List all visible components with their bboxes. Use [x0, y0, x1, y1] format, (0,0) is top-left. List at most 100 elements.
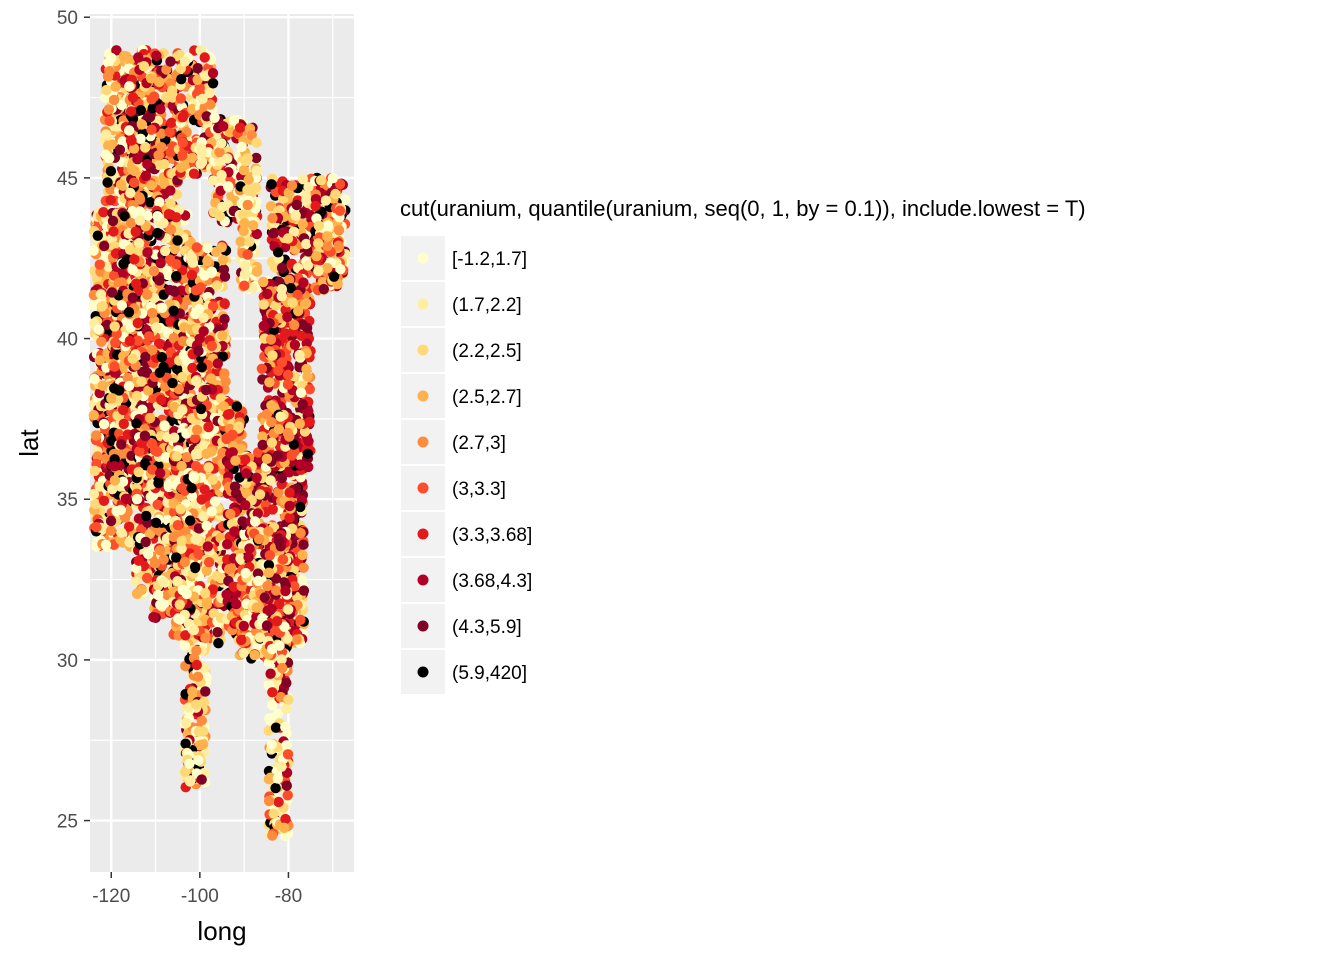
- data-point: [127, 353, 138, 364]
- data-point: [184, 758, 195, 769]
- data-point: [123, 380, 135, 392]
- data-point: [208, 175, 219, 186]
- data-point: [98, 418, 110, 430]
- data-point: [164, 126, 175, 138]
- data-point: [201, 111, 212, 122]
- data-point: [216, 242, 227, 253]
- data-point: [216, 170, 227, 181]
- data-point: [109, 321, 120, 332]
- data-point: [96, 336, 107, 347]
- data-point: [177, 112, 188, 123]
- data-point: [295, 501, 306, 513]
- data-point: [161, 64, 172, 75]
- data-point: [203, 557, 215, 568]
- data-point: [196, 156, 208, 168]
- data-point: [244, 236, 255, 247]
- data-point: [118, 418, 129, 430]
- data-point: [186, 483, 197, 494]
- data-point: [235, 122, 246, 133]
- data-point: [92, 230, 104, 241]
- data-point: [124, 335, 136, 347]
- data-point: [218, 121, 229, 132]
- data-point: [242, 199, 253, 211]
- data-point: [191, 242, 202, 253]
- data-point: [193, 755, 204, 766]
- data-point: [89, 465, 101, 477]
- data-point: [185, 515, 196, 526]
- data-point: [159, 420, 170, 432]
- data-point: [164, 284, 175, 296]
- data-point: [196, 774, 207, 785]
- data-point: [155, 468, 166, 479]
- data-point: [340, 194, 351, 205]
- data-point: [148, 612, 159, 623]
- data-point: [124, 125, 135, 136]
- data-point: [176, 460, 187, 472]
- data-point: [301, 194, 312, 206]
- data-point: [288, 226, 300, 237]
- data-point: [159, 178, 170, 189]
- data-point: [297, 174, 309, 185]
- data-point: [158, 576, 169, 588]
- data-point: [192, 62, 203, 74]
- data-point: [135, 105, 146, 116]
- data-point: [165, 56, 176, 67]
- data-point: [205, 373, 217, 384]
- data-point: [217, 254, 229, 266]
- data-point: [145, 73, 157, 84]
- data-point: [175, 162, 187, 173]
- data-point: [189, 561, 201, 573]
- data-point: [127, 292, 138, 303]
- data-point: [136, 376, 147, 387]
- data-point: [153, 159, 165, 171]
- data-point: [181, 452, 192, 463]
- data-point: [177, 137, 188, 148]
- data-point: [215, 185, 226, 196]
- data-point: [106, 393, 117, 404]
- data-point: [100, 129, 112, 140]
- data-point: [266, 179, 277, 190]
- data-point: [236, 141, 247, 152]
- data-point: [302, 260, 314, 271]
- data-point: [217, 330, 228, 341]
- data-point: [192, 671, 204, 682]
- data-point: [196, 362, 207, 373]
- data-point: [224, 127, 236, 138]
- data-point: [188, 168, 200, 179]
- data-point: [135, 133, 146, 144]
- data-point: [125, 106, 137, 117]
- data-point: [201, 520, 212, 531]
- data-point: [202, 242, 213, 254]
- data-point: [173, 613, 184, 624]
- data-point: [169, 432, 180, 443]
- data-point: [190, 285, 202, 296]
- data-point: [98, 207, 109, 218]
- data-point: [199, 484, 210, 495]
- data-point: [109, 461, 120, 472]
- data-point: [196, 143, 207, 154]
- data-point: [192, 74, 203, 86]
- data-point: [177, 371, 188, 383]
- data-point: [134, 215, 146, 226]
- data-point: [138, 60, 150, 72]
- data-point: [131, 588, 143, 599]
- data-point: [179, 56, 191, 67]
- data-point: [108, 226, 119, 237]
- data-point: [94, 259, 106, 270]
- data-point: [251, 137, 262, 148]
- data-point: [91, 522, 102, 533]
- data-point: [97, 380, 109, 391]
- data-point: [228, 115, 240, 126]
- data-point: [142, 289, 153, 300]
- data-point: [147, 344, 158, 356]
- data-point: [193, 345, 204, 357]
- data-point: [90, 498, 101, 510]
- data-point: [143, 548, 154, 560]
- data-point: [105, 515, 117, 527]
- data-point: [298, 562, 309, 573]
- data-point: [291, 199, 302, 211]
- data-point: [238, 225, 249, 237]
- data-point: [110, 81, 121, 92]
- data-point: [203, 421, 214, 433]
- data-point: [216, 138, 227, 149]
